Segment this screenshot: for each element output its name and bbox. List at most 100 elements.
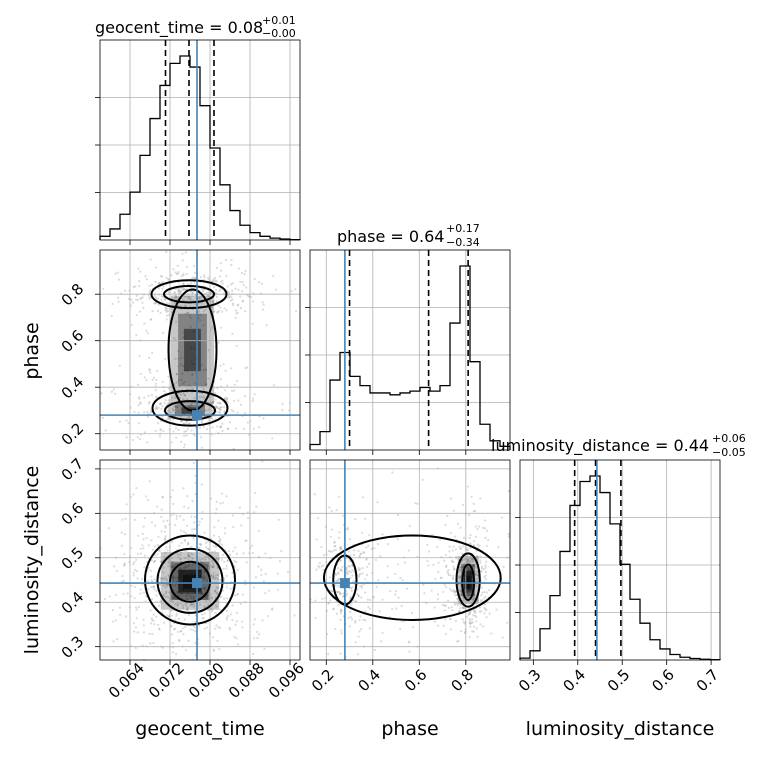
sample-point [414,502,417,505]
sample-point [433,620,437,623]
sample-point [389,590,392,593]
sample-point [467,613,470,617]
sample-point [229,613,233,616]
sample-point [351,574,354,577]
sample-point [434,577,437,581]
sample-point [284,539,286,541]
sample-point [177,410,180,413]
sample-point [192,362,195,366]
ytick-label-phase-2: 0.6 [58,326,88,356]
sample-point [251,300,255,303]
sample-point [192,596,195,599]
sample-point [200,446,204,449]
sample-point [199,542,202,546]
sample-point [161,415,164,418]
sample-point [169,609,173,613]
sample-point [221,492,224,495]
sample-point [339,652,342,655]
sample-point [468,573,471,576]
sample-point [163,390,166,393]
sample-point [339,545,342,548]
sample-point [399,627,402,631]
sample-point [490,632,493,635]
sample-point [467,589,470,592]
sample-point [368,627,371,630]
sample-point [257,633,261,636]
sample-point [165,318,168,321]
sample-point [278,560,282,563]
sample-point [156,369,159,373]
sample-point [252,511,256,514]
sample-point [229,299,232,302]
sample-point [203,571,206,574]
sample-point [164,298,167,302]
sample-point [181,252,184,255]
histogram-geocent_time [99,55,301,241]
sample-point [214,627,217,630]
sample-point [138,310,141,313]
sample-point [212,565,215,568]
sample-point [200,419,204,422]
sample-point [236,643,240,646]
sample-point [226,559,230,562]
sample-point [444,632,447,636]
sample-point [250,544,254,547]
sample-point [173,405,176,408]
sample-point [149,642,152,645]
sample-point [447,572,450,575]
title-luminosity-distance-sub: −0.05 [712,446,746,459]
sample-point [135,334,138,337]
sample-point [219,538,222,541]
sample-point [230,263,233,267]
sample-point [219,364,222,367]
sample-point [475,577,478,580]
sample-point [458,589,461,592]
sample-point [335,612,338,615]
sample-point [149,609,152,612]
panel-frame-phase-luminosity_distance [309,459,511,661]
sample-point [227,291,231,294]
sample-point [446,570,449,574]
sample-point [476,527,479,531]
sample-point [181,579,184,582]
sample-point [212,300,215,303]
sample-point [123,533,127,536]
sample-point [386,543,390,546]
sample-point [217,558,220,561]
sample-point [337,604,340,607]
sample-point [181,259,184,262]
sample-point [216,592,219,596]
xlabel-geocent-time: geocent_time [135,718,264,740]
sample-point [172,566,175,569]
sample-point [170,625,173,628]
sample-point [459,592,462,595]
sample-point [166,614,169,617]
sample-point [339,611,342,615]
contour-line [455,552,481,608]
sample-point [183,538,187,541]
sample-point [132,622,135,625]
sample-point [178,290,181,294]
sample-point [345,569,348,572]
sample-point [452,577,455,580]
sample-point [471,580,474,583]
sample-point [142,547,145,550]
sample-point [214,576,217,579]
sample-point [155,395,158,398]
sample-point [219,402,222,405]
sample-point [162,566,165,569]
sample-point [294,288,297,291]
density-block [170,295,215,405]
sample-point [330,528,333,531]
sample-point [450,606,453,609]
sample-point [210,497,213,500]
sample-point [185,420,188,423]
sample-point [448,545,451,548]
sample-point [368,562,371,566]
sample-point [199,436,203,439]
sample-point [218,648,221,651]
sample-point [359,552,362,556]
sample-point [481,599,484,602]
sample-point [370,547,373,551]
contour-line [156,547,224,614]
